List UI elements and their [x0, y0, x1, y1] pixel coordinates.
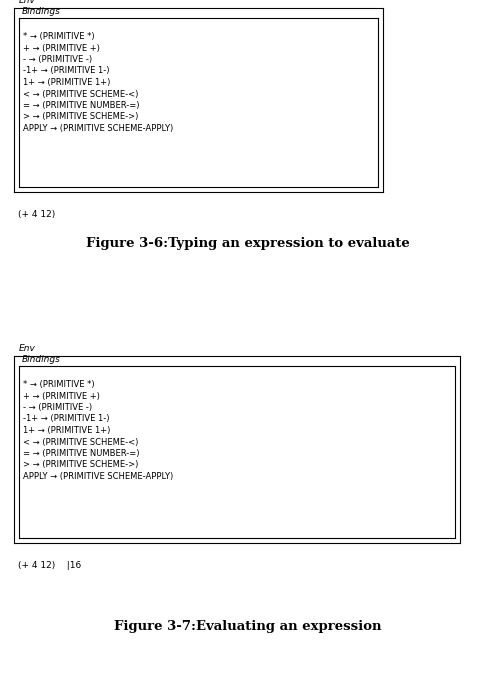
- Text: - → (PRIMITIVE -): - → (PRIMITIVE -): [23, 403, 92, 412]
- Text: Env: Env: [19, 344, 36, 353]
- Text: - → (PRIMITIVE -): - → (PRIMITIVE -): [23, 55, 92, 64]
- Text: APPLY → (PRIMITIVE SCHEME-APPLY): APPLY → (PRIMITIVE SCHEME-APPLY): [23, 472, 173, 481]
- Text: + → (PRIMITIVE +): + → (PRIMITIVE +): [23, 44, 100, 53]
- Text: * → (PRIMITIVE *): * → (PRIMITIVE *): [23, 32, 94, 41]
- Text: Figure 3-6:Typing an expression to evaluate: Figure 3-6:Typing an expression to evalu…: [86, 237, 410, 250]
- Text: -1+ → (PRIMITIVE 1-): -1+ → (PRIMITIVE 1-): [23, 67, 109, 76]
- Text: 1+ → (PRIMITIVE 1+): 1+ → (PRIMITIVE 1+): [23, 426, 110, 435]
- Text: > → (PRIMITIVE SCHEME->): > → (PRIMITIVE SCHEME->): [23, 112, 138, 121]
- Text: > → (PRIMITIVE SCHEME->): > → (PRIMITIVE SCHEME->): [23, 461, 138, 470]
- Text: = → (PRIMITIVE NUMBER-=): = → (PRIMITIVE NUMBER-=): [23, 101, 140, 110]
- Text: = → (PRIMITIVE NUMBER-=): = → (PRIMITIVE NUMBER-=): [23, 449, 140, 458]
- Text: < → (PRIMITIVE SCHEME-<): < → (PRIMITIVE SCHEME-<): [23, 437, 138, 446]
- Text: < → (PRIMITIVE SCHEME-<): < → (PRIMITIVE SCHEME-<): [23, 90, 138, 99]
- Text: APPLY → (PRIMITIVE SCHEME-APPLY): APPLY → (PRIMITIVE SCHEME-APPLY): [23, 124, 173, 133]
- Text: -1+ → (PRIMITIVE 1-): -1+ → (PRIMITIVE 1-): [23, 414, 109, 423]
- Text: (+ 4 12)    |16: (+ 4 12) |16: [18, 561, 81, 570]
- Text: (+ 4 12): (+ 4 12): [18, 210, 55, 219]
- Text: Bindings: Bindings: [22, 355, 61, 364]
- Text: * → (PRIMITIVE *): * → (PRIMITIVE *): [23, 380, 94, 389]
- Text: + → (PRIMITIVE +): + → (PRIMITIVE +): [23, 391, 100, 400]
- Text: Bindings: Bindings: [22, 7, 61, 16]
- Text: 1+ → (PRIMITIVE 1+): 1+ → (PRIMITIVE 1+): [23, 78, 110, 87]
- Text: Figure 3-7:Evaluating an expression: Figure 3-7:Evaluating an expression: [114, 620, 382, 633]
- Text: Env: Env: [19, 0, 36, 5]
